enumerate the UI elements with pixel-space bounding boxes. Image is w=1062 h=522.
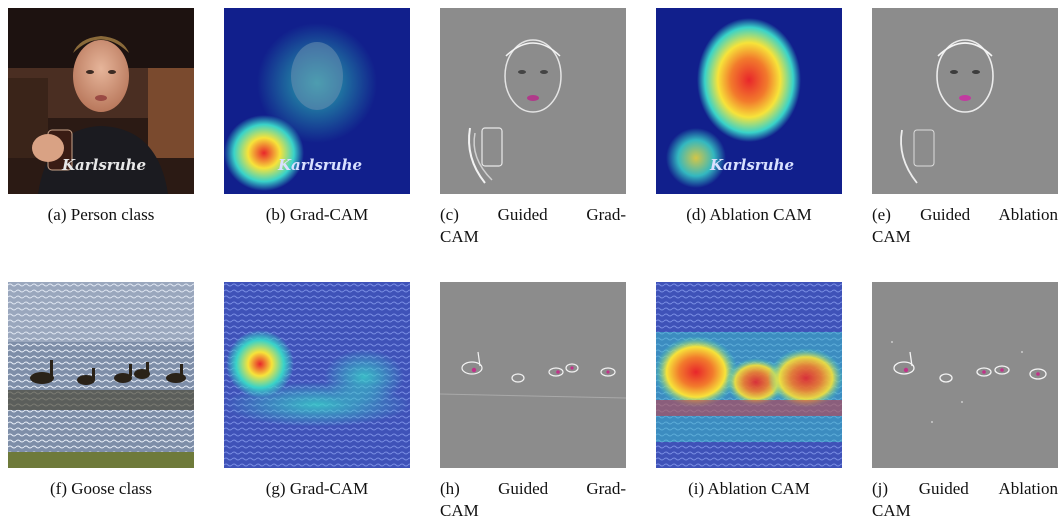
goose-ablation-map — [656, 282, 842, 468]
person-guided-ablation-map — [872, 8, 1058, 194]
goose-photo — [8, 282, 194, 468]
svg-text:Karlsruhe: Karlsruhe — [277, 156, 362, 174]
shirt-text: Karlsruhe — [61, 156, 146, 174]
caption-j-line2: CAM — [872, 501, 911, 520]
goose-gradcam-map — [224, 282, 410, 468]
person-photo: Karlsruhe — [8, 8, 194, 194]
goose-guided-gradcam-map — [440, 282, 626, 468]
person-gradcam-map: Karlsruhe — [224, 8, 410, 194]
caption-h: (h) Guided Grad- CAM — [440, 478, 626, 522]
caption-e-line1: (e) Guided Ablation — [872, 205, 1058, 224]
caption-i: (i) Ablation CAM — [688, 479, 810, 498]
caption-c-line2: CAM — [440, 227, 479, 246]
caption-j: (j) Guided Ablation CAM — [872, 478, 1058, 522]
svg-text:Karlsruhe: Karlsruhe — [709, 156, 794, 174]
person-guided-gradcam-map — [440, 8, 626, 194]
caption-g: (g) Grad-CAM — [265, 479, 369, 498]
caption-d: (d) Ablation CAM — [686, 205, 812, 224]
person-ablation-map: Karlsruhe — [656, 8, 842, 194]
goose-guided-ablation-map — [872, 282, 1058, 468]
caption-f: (f) Goose class — [50, 479, 152, 498]
caption-e: (e) Guided Ablation CAM — [872, 204, 1058, 248]
caption-e-line2: CAM — [872, 227, 911, 246]
caption-a: (a) Person class — [47, 205, 155, 224]
caption-h-line2: CAM — [440, 501, 479, 520]
caption-b: (b) Grad-CAM — [265, 205, 369, 224]
caption-c-line1: (c) Guided Grad- — [440, 205, 626, 224]
caption-j-line1: (j) Guided Ablation — [872, 479, 1058, 498]
caption-h-line1: (h) Guided Grad- — [440, 479, 626, 498]
caption-c: (c) Guided Grad- CAM — [440, 204, 626, 248]
